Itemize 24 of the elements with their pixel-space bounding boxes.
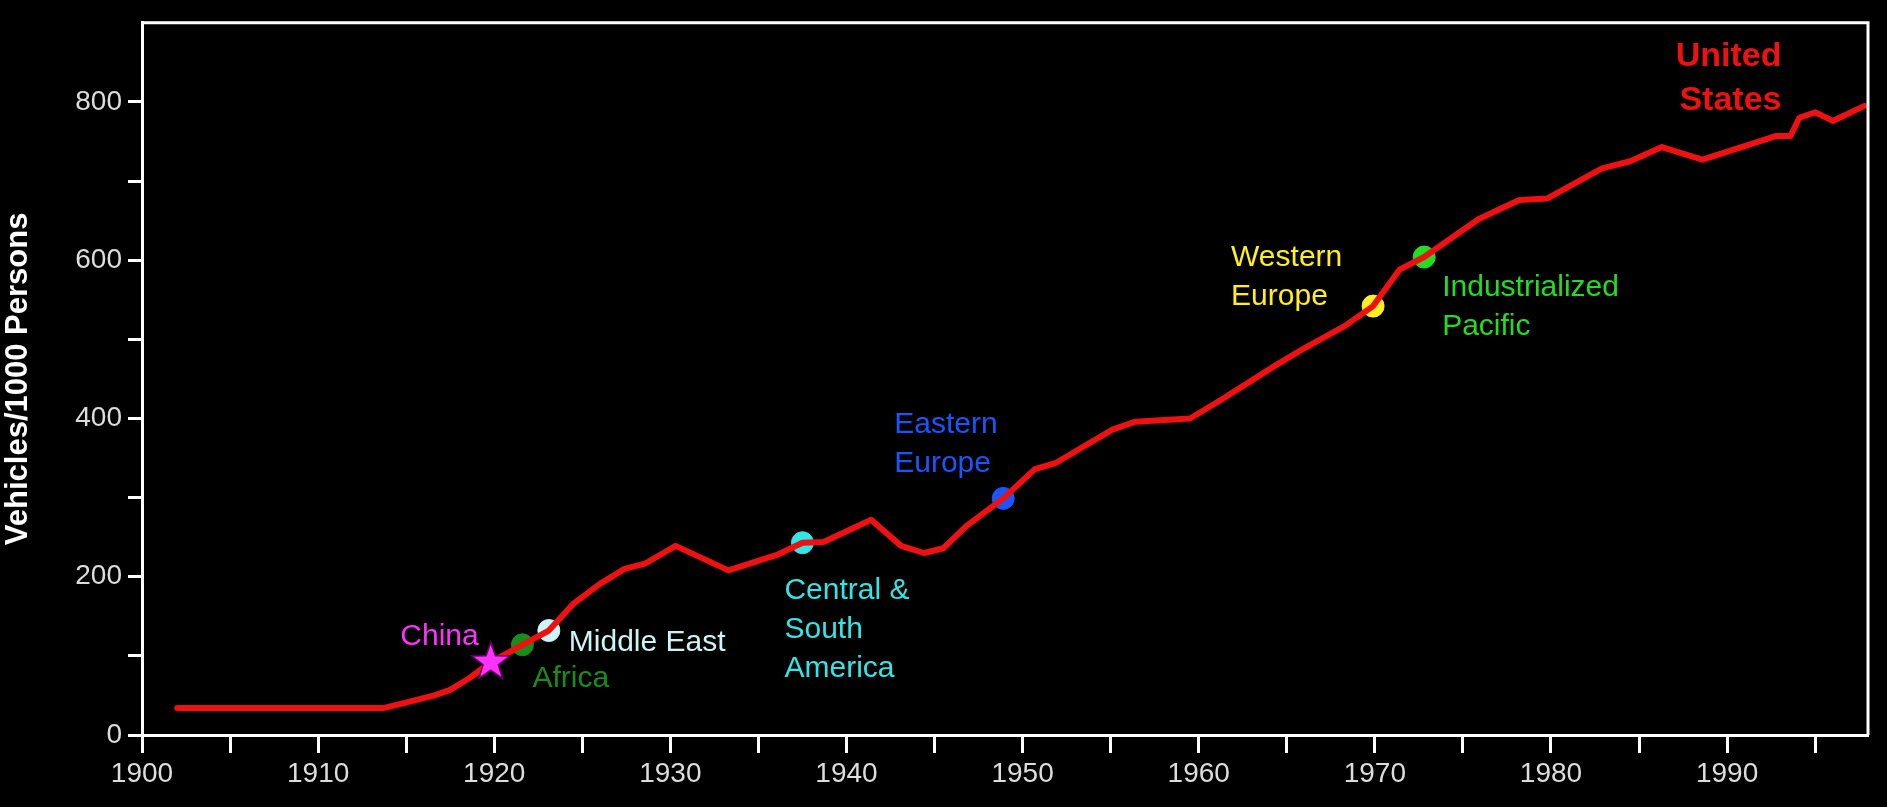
series-label: Industrialized Pacific [1442,269,1619,342]
y-tick-label: 200 [75,559,122,591]
series-label: Eastern Europe [894,405,998,478]
x-tick-label: 1900 [110,756,174,788]
y-tick-label: 600 [75,242,122,274]
x-tick-label: 1960 [1167,756,1230,788]
x-tick-label: 1940 [815,756,878,788]
y-axis-title: Vehicles/1000 Persons [0,212,35,546]
x-tick-label: 1920 [463,756,526,788]
y-tick-label: 400 [75,401,122,433]
series-label: China [400,618,480,652]
x-tick-label: 1980 [1519,756,1583,788]
series-label: Central & South America [784,571,910,683]
y-tick-label: 800 [75,84,122,116]
series-label: Africa [532,660,610,694]
x-tick-label: 1950 [991,756,1054,788]
x-tick-label: 1970 [1343,756,1407,788]
series-label: United States [1675,35,1782,118]
x-tick-label: 1990 [1695,756,1759,788]
x-tick-label: 1930 [639,756,702,788]
x-tick-label: 1910 [286,756,350,788]
y-tick-label: 0 [106,717,122,749]
series-label: Middle East [568,623,727,657]
series-label: Western Europe [1231,239,1343,312]
